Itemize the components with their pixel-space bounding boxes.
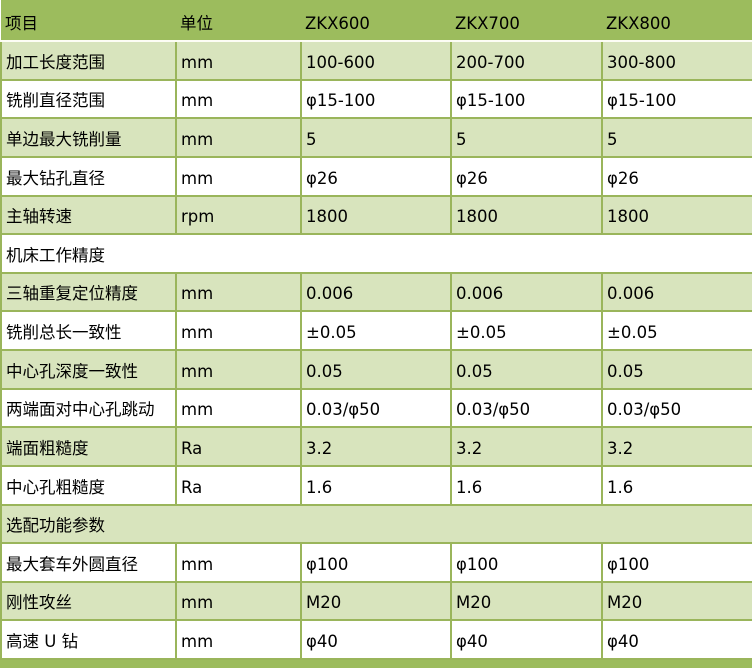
unit-cell: mm (175, 619, 302, 660)
table-row: 中心孔粗糙度 Ra 1.6 1.6 1.6 (0, 464, 752, 506)
table-row: 端面粗糙度 Ra 3.2 3.2 3.2 (0, 426, 752, 467)
value-cell: ±0.05 (450, 310, 603, 351)
value-cell: M20 (601, 580, 752, 622)
column-header-zkx600: ZKX600 (301, 0, 451, 42)
value-cell: 1800 (450, 194, 603, 236)
row-label: 铣削总长一致性 (0, 310, 177, 351)
unit-cell: mm (175, 78, 302, 120)
unit-cell: mm (175, 271, 302, 313)
table-footer-strip (0, 660, 752, 668)
unit-cell: rpm (175, 194, 302, 236)
column-header-item: 项目 (1, 0, 176, 42)
unit-cell: mm (175, 310, 302, 351)
table-row: 最大钻孔直径 mm φ26 φ26 φ26 (0, 155, 752, 197)
value-cell: 1.6 (450, 464, 603, 506)
value-cell: 3.2 (601, 426, 752, 467)
table-row: 主轴转速 rpm 1800 1800 1800 (0, 194, 752, 236)
unit-cell: mm (175, 387, 302, 429)
table-row: 两端面对中心孔跳动 mm 0.03/φ50 0.03/φ50 0.03/φ50 (0, 387, 752, 429)
value-cell: 0.006 (300, 271, 452, 313)
column-header-zkx800: ZKX800 (602, 0, 752, 42)
table-row: 铣削直径范围 mm φ15-100 φ15-100 φ15-100 (0, 78, 752, 120)
row-label: 两端面对中心孔跳动 (0, 387, 177, 429)
value-cell: φ40 (300, 619, 452, 660)
unit-cell: Ra (175, 464, 302, 506)
value-cell: 0.03/φ50 (300, 387, 452, 429)
value-cell: φ26 (450, 155, 603, 197)
value-cell: 0.006 (450, 271, 603, 313)
value-cell: 1.6 (300, 464, 452, 506)
value-cell: 5 (300, 117, 452, 158)
unit-cell: Ra (175, 426, 302, 467)
value-cell: 0.05 (300, 349, 452, 390)
value-cell: 200-700 (450, 40, 603, 81)
value-cell: φ26 (300, 155, 452, 197)
value-cell: 1800 (300, 194, 452, 236)
table-row: 加工长度范围 mm 100-600 200-700 300-800 (0, 40, 752, 81)
value-cell: 0.006 (601, 271, 752, 313)
value-cell: ±0.05 (300, 310, 452, 351)
value-cell: φ40 (601, 619, 752, 660)
value-cell: 100-600 (300, 40, 452, 81)
column-header-unit: 单位 (176, 0, 301, 42)
unit-cell: mm (175, 155, 302, 197)
unit-cell: mm (175, 580, 302, 622)
value-cell: 3.2 (450, 426, 603, 467)
row-label: 最大钻孔直径 (0, 155, 177, 197)
section-row-machine-accuracy: 机床工作精度 (0, 233, 752, 274)
section-row-optional-functions: 选配功能参数 (0, 503, 752, 545)
table-row: 单边最大铣削量 mm 5 5 5 (0, 117, 752, 158)
value-cell: φ15-100 (601, 78, 752, 120)
value-cell: φ15-100 (450, 78, 603, 120)
value-cell: φ100 (601, 542, 752, 583)
value-cell: 300-800 (601, 40, 752, 81)
row-label: 刚性攻丝 (0, 580, 177, 622)
section-title: 机床工作精度 (0, 233, 752, 274)
row-label: 铣削直径范围 (0, 78, 177, 120)
unit-cell: mm (175, 117, 302, 158)
table-row: 中心孔深度一致性 mm 0.05 0.05 0.05 (0, 349, 752, 390)
value-cell: 0.03/φ50 (450, 387, 603, 429)
table-row: 高速 U 钻 mm φ40 φ40 φ40 (0, 619, 752, 660)
value-cell: 1.6 (601, 464, 752, 506)
row-label: 主轴转速 (0, 194, 177, 236)
value-cell: φ100 (300, 542, 452, 583)
row-label: 中心孔深度一致性 (0, 349, 177, 390)
value-cell: 3.2 (300, 426, 452, 467)
table-row: 铣削总长一致性 mm ±0.05 ±0.05 ±0.05 (0, 310, 752, 351)
value-cell: φ100 (450, 542, 603, 583)
value-cell: 0.03/φ50 (601, 387, 752, 429)
table-header-row: 项目 单位 ZKX600 ZKX700 ZKX800 (1, 0, 752, 42)
section-title: 选配功能参数 (0, 503, 752, 545)
value-cell: M20 (300, 580, 452, 622)
row-label: 中心孔粗糙度 (0, 464, 177, 506)
value-cell: M20 (450, 580, 603, 622)
value-cell: 0.05 (450, 349, 603, 390)
unit-cell: mm (175, 40, 302, 81)
row-label: 单边最大铣削量 (0, 117, 177, 158)
table-row: 最大套车外圆直径 mm φ100 φ100 φ100 (0, 542, 752, 583)
value-cell: φ15-100 (300, 78, 452, 120)
row-label: 最大套车外圆直径 (0, 542, 177, 583)
value-cell: ±0.05 (601, 310, 752, 351)
row-label: 三轴重复定位精度 (0, 271, 177, 313)
value-cell: 1800 (601, 194, 752, 236)
value-cell: 5 (601, 117, 752, 158)
row-label: 加工长度范围 (0, 40, 177, 81)
value-cell: 0.05 (601, 349, 752, 390)
unit-cell: mm (175, 542, 302, 583)
unit-cell: mm (175, 349, 302, 390)
column-header-zkx700: ZKX700 (451, 0, 602, 42)
value-cell: φ40 (450, 619, 603, 660)
row-label: 高速 U 钻 (0, 619, 177, 660)
row-label: 端面粗糙度 (0, 426, 177, 467)
table-row: 三轴重复定位精度 mm 0.006 0.006 0.006 (0, 271, 752, 313)
value-cell: 5 (450, 117, 603, 158)
table-row: 刚性攻丝 mm M20 M20 M20 (0, 580, 752, 622)
value-cell: φ26 (601, 155, 752, 197)
